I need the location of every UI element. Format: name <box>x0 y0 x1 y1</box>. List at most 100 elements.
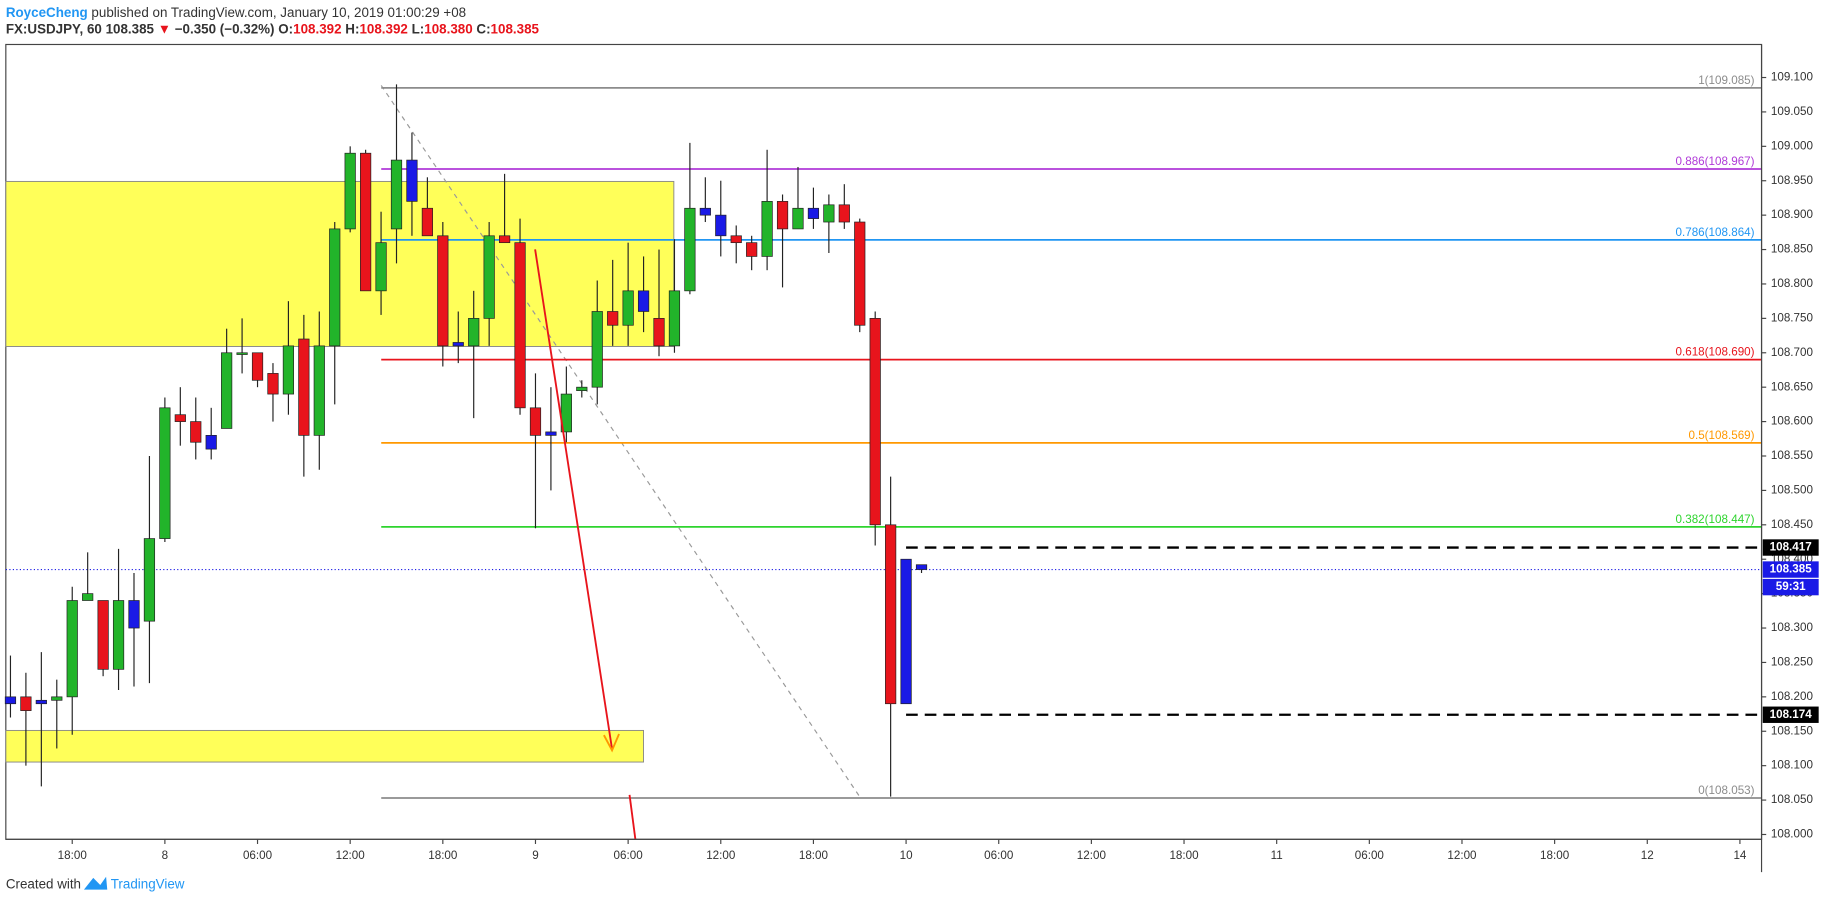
candle-body <box>529 407 542 436</box>
candle-body <box>437 235 449 347</box>
candle-body <box>776 201 789 230</box>
x-tick-label: 06:00 <box>243 849 273 862</box>
symbol: FX:USDJPY, 60 <box>6 21 102 36</box>
x-tick-label: 12:00 <box>706 849 736 862</box>
candle-body <box>221 352 233 429</box>
y-tick-label: 108.550 <box>1771 449 1814 462</box>
y-tick-label: 108.200 <box>1771 690 1814 703</box>
change: −0.350 (−0.32%) <box>175 21 275 36</box>
x-tick-label: 9 <box>532 849 538 862</box>
x-tick-label: 18:00 <box>1169 849 1199 862</box>
x-tick-label: 12:00 <box>1447 849 1477 862</box>
x-tick-label: 06:00 <box>1355 849 1385 862</box>
candle-body <box>653 318 665 347</box>
low: 108.380 <box>424 21 472 36</box>
countdown-box <box>1762 578 1819 596</box>
header-line-1: RoyceCheng published on TradingView.com,… <box>6 4 466 19</box>
candle-body <box>869 318 881 526</box>
y-tick-label: 108.150 <box>1771 724 1814 737</box>
candle-body <box>622 290 634 326</box>
candle-body <box>390 159 403 230</box>
y-tick-label: 108.850 <box>1771 243 1814 256</box>
y-tick-label: 108.600 <box>1771 415 1814 428</box>
candle-body <box>267 373 279 395</box>
candle-body <box>174 414 186 422</box>
fib-label: 1(109.085) <box>1698 74 1754 87</box>
candle-body <box>668 290 681 347</box>
last: 108.385 <box>106 21 155 36</box>
candle-body <box>498 235 511 244</box>
x-tick-label: 06:00 <box>984 849 1014 862</box>
candle-body <box>699 207 711 216</box>
candle-body <box>190 421 202 443</box>
close-label: C: <box>476 21 490 36</box>
candle-body <box>823 204 835 223</box>
fib-label: 0.5(108.569) <box>1688 429 1754 442</box>
candle-body <box>128 600 140 629</box>
candle-body <box>421 207 433 237</box>
candle-body <box>730 235 742 244</box>
x-tick-label: 18:00 <box>428 849 458 862</box>
candle-body <box>885 524 897 705</box>
candle-body <box>159 407 171 539</box>
footer-text: Created with <box>6 876 81 891</box>
candle-body <box>761 201 773 257</box>
y-tick-label: 108.700 <box>1771 346 1814 359</box>
fib-label: 0.618(108.690) <box>1676 346 1755 359</box>
footer-brand[interactable]: TradingView <box>111 876 185 891</box>
direction: ▼ <box>158 21 171 36</box>
candle-body <box>483 235 495 319</box>
candle-body <box>97 600 109 670</box>
x-tick-label: 8 <box>162 849 168 862</box>
x-tick-label: 18:00 <box>58 849 88 862</box>
published: published on TradingView.com, January 10… <box>91 4 466 19</box>
y-tick-label: 108.650 <box>1771 380 1814 393</box>
y-tick-label: 108.800 <box>1771 277 1814 290</box>
y-tick-label: 108.750 <box>1771 311 1814 324</box>
candle-body <box>452 342 464 347</box>
x-tick-label: 12 <box>1641 849 1654 862</box>
y-tick-label: 108.500 <box>1771 483 1814 496</box>
candle-body <box>684 207 696 292</box>
candle-body <box>854 221 866 326</box>
y-tick-label: 108.950 <box>1771 174 1814 187</box>
x-tick-label: 14 <box>1733 849 1746 862</box>
candle-body <box>205 435 217 450</box>
x-tick-label: 06:00 <box>614 849 644 862</box>
current-price-box <box>1762 561 1819 578</box>
target-zone <box>5 729 644 763</box>
y-tick-label: 108.300 <box>1771 621 1814 634</box>
candle-body <box>236 352 248 355</box>
marks: 1(109.085) 0.886(108.967) 0.786(108.864) 0.… <box>4 74 1762 799</box>
y-tick-label: 109.100 <box>1771 71 1814 84</box>
candle-body <box>915 564 928 570</box>
y-tick-label: 108.450 <box>1771 518 1814 531</box>
fib-label: 0.382(108.447) <box>1676 513 1755 526</box>
price-label-box <box>1762 539 1819 556</box>
current-price-label: 108.385 <box>1770 563 1813 576</box>
x-tick-label: 18:00 <box>799 849 829 862</box>
fib-trend-line <box>380 85 860 797</box>
fib-label: 0.886(108.967) <box>1676 155 1755 168</box>
low-label: L: <box>412 21 425 36</box>
candle-body <box>51 696 63 701</box>
candle-body <box>838 204 850 223</box>
price-label-box <box>1762 706 1819 723</box>
y-tick-label: 108.100 <box>1771 759 1814 772</box>
candle-body <box>282 345 295 395</box>
candle-body <box>468 318 480 347</box>
author[interactable]: RoyceCheng <box>6 4 88 19</box>
y-tick-label: 109.050 <box>1771 105 1814 118</box>
candle-body <box>807 207 820 219</box>
candle-body <box>607 311 619 326</box>
candle-body <box>406 159 418 202</box>
x-tick-label: 12:00 <box>1077 849 1107 862</box>
open-label: O: <box>278 21 293 36</box>
candle-body <box>4 696 17 705</box>
candle-body <box>313 345 325 436</box>
candle-body <box>637 290 650 312</box>
candle-body <box>591 311 603 388</box>
candle-body <box>20 696 32 711</box>
x-tick-label: 18:00 <box>1540 849 1570 862</box>
